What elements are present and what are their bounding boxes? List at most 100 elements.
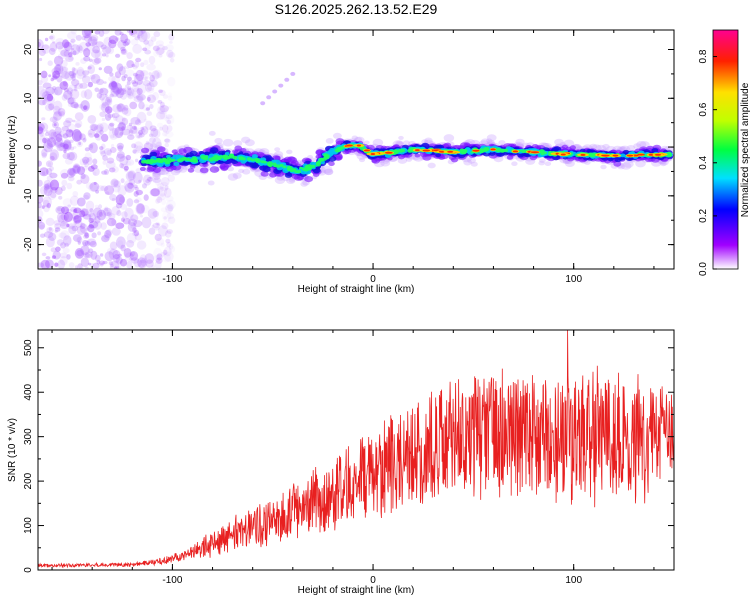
ridge-blob bbox=[329, 147, 335, 152]
noise-blob bbox=[45, 256, 51, 260]
ridge-blob bbox=[165, 160, 170, 165]
noise-blob bbox=[127, 87, 134, 97]
ridge-blob bbox=[470, 161, 478, 167]
ridge-blob bbox=[372, 138, 384, 147]
noise-blob bbox=[159, 89, 166, 96]
noise-blob bbox=[100, 126, 104, 131]
noise-blob bbox=[71, 129, 82, 142]
noise-blob bbox=[135, 57, 142, 63]
noise-blob bbox=[147, 96, 151, 102]
noise-blob bbox=[67, 97, 76, 105]
noise-blob bbox=[49, 179, 60, 191]
noise-blob bbox=[38, 85, 46, 98]
noise-blob bbox=[153, 69, 162, 79]
noise-blob bbox=[68, 129, 73, 133]
noise-blob bbox=[66, 31, 77, 40]
noise-blob bbox=[93, 220, 102, 230]
noise-blob bbox=[127, 218, 138, 226]
noise-blob bbox=[98, 260, 106, 266]
noise-blob bbox=[88, 224, 94, 229]
noise-blob bbox=[63, 49, 73, 58]
noise-blob bbox=[49, 152, 58, 162]
noise-blob bbox=[38, 160, 42, 167]
noise-blob bbox=[153, 254, 162, 262]
noise-blob bbox=[53, 55, 64, 66]
noise-blob bbox=[150, 128, 159, 138]
noise-blob bbox=[53, 86, 63, 96]
noise-blob bbox=[158, 54, 163, 58]
noise-blob bbox=[89, 240, 97, 248]
snr-xlabel: Height of straight line (km) bbox=[298, 585, 415, 596]
noise-blob bbox=[100, 150, 107, 157]
noise-blob bbox=[46, 142, 53, 149]
noise-blob bbox=[44, 91, 49, 97]
ridge-blob bbox=[659, 161, 667, 167]
noise-blob bbox=[92, 262, 100, 269]
noise-blob bbox=[83, 105, 88, 110]
noise-blob bbox=[82, 137, 87, 143]
ridge-blob bbox=[424, 137, 433, 144]
noise-blob bbox=[87, 66, 92, 70]
noise-blob bbox=[100, 44, 107, 50]
noise-blob bbox=[156, 44, 166, 55]
noise-blob bbox=[110, 178, 119, 188]
noise-blob bbox=[101, 102, 107, 109]
noise-blob bbox=[127, 76, 132, 82]
ridge-blob bbox=[506, 155, 514, 160]
snr-panel: -100 0 100 0 100 200 300 400 500 Height of strai… bbox=[7, 329, 675, 596]
noise-blob bbox=[155, 237, 165, 246]
ridge-blob bbox=[224, 152, 230, 156]
noise-blob bbox=[115, 115, 124, 123]
noise-blob bbox=[160, 242, 165, 247]
noise-blob bbox=[104, 169, 109, 175]
ridge-blob bbox=[498, 140, 506, 146]
noise-blob bbox=[163, 246, 172, 257]
noise-blob bbox=[94, 30, 101, 35]
noise-blob bbox=[88, 132, 92, 136]
ridge-blob bbox=[479, 148, 483, 151]
ridge-blob bbox=[152, 177, 161, 184]
ridge-hotspot-core bbox=[346, 144, 353, 147]
noise-blob bbox=[48, 103, 55, 111]
noise-blob bbox=[146, 75, 150, 79]
noise-blob bbox=[87, 238, 97, 246]
noise-blob bbox=[38, 127, 45, 135]
noise-blob bbox=[93, 217, 97, 221]
noise-blob bbox=[165, 170, 170, 175]
noise-blob bbox=[76, 236, 83, 243]
noise-blob bbox=[144, 253, 155, 264]
noise-blob bbox=[126, 88, 136, 100]
noise-blob bbox=[134, 233, 143, 241]
ridge-blob bbox=[171, 149, 178, 154]
noise-blob bbox=[68, 225, 77, 235]
ridge-hotspot-core bbox=[363, 149, 371, 152]
noise-blob bbox=[124, 168, 128, 172]
noise-blob bbox=[53, 105, 61, 115]
noise-blob bbox=[68, 52, 73, 58]
noise-blob bbox=[157, 186, 164, 193]
noise-blob bbox=[140, 70, 149, 77]
ridge-blob bbox=[636, 141, 647, 149]
ridge-blob bbox=[538, 160, 545, 166]
ridge-blob bbox=[299, 166, 303, 170]
noise-blob bbox=[112, 104, 123, 113]
noise-blob bbox=[81, 75, 91, 84]
noise-blob bbox=[128, 129, 134, 134]
noise-blob bbox=[114, 126, 124, 139]
noise-blob bbox=[124, 38, 131, 46]
noise-blob bbox=[48, 74, 52, 78]
noise-blob bbox=[66, 254, 71, 260]
noise-blob bbox=[108, 75, 116, 82]
ridge-blob bbox=[351, 135, 358, 141]
noise-blob bbox=[123, 165, 129, 171]
noise-blob bbox=[127, 182, 134, 189]
ridge-blob bbox=[323, 153, 329, 158]
noise-blob bbox=[82, 252, 90, 258]
ridge-blob bbox=[166, 157, 172, 161]
noise-blob bbox=[80, 90, 87, 99]
noise-blob bbox=[166, 125, 173, 132]
ridge-blob bbox=[620, 162, 632, 170]
noise-blob bbox=[83, 105, 89, 110]
noise-blob bbox=[61, 94, 68, 101]
